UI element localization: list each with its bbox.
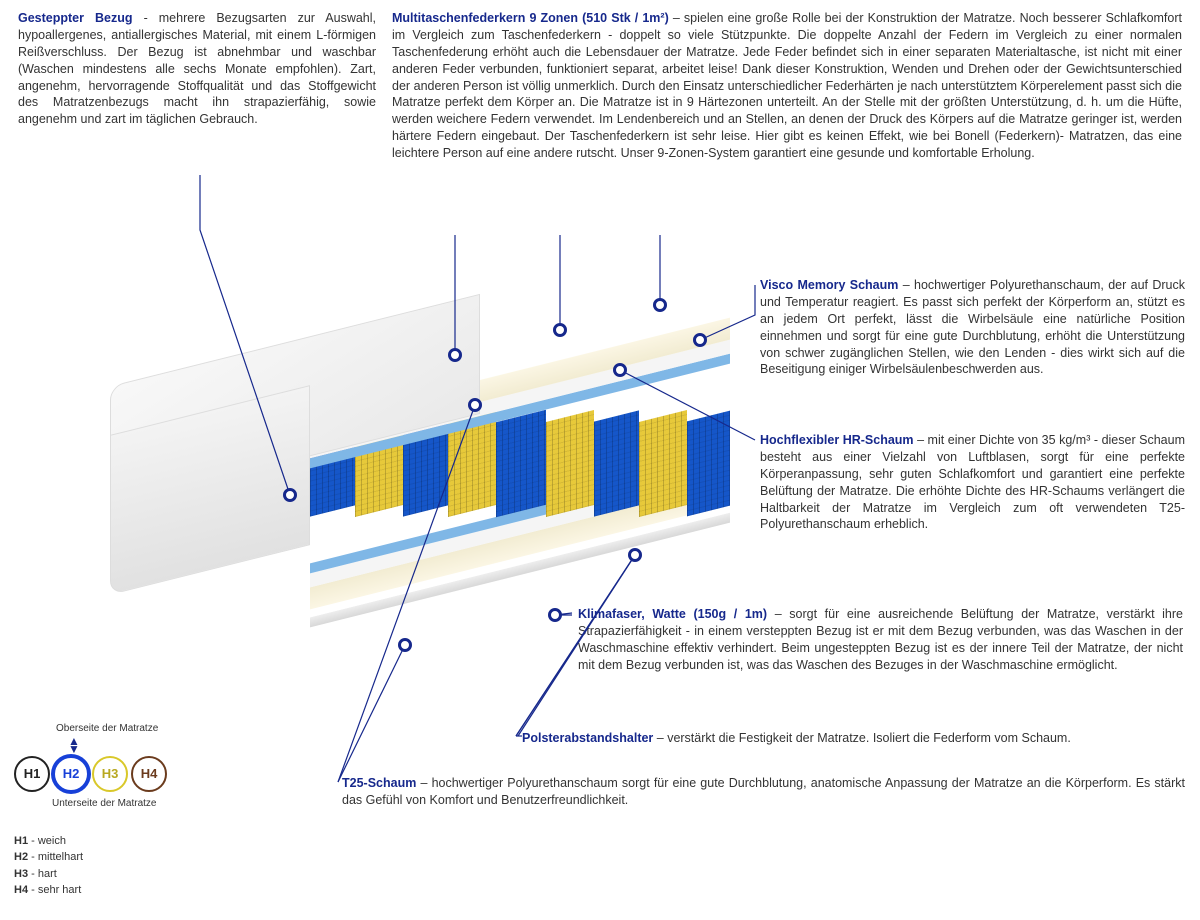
visco-title: Visco Memory Schaum (760, 278, 898, 292)
block-multitaschen: Multitaschenfederkern 9 Zonen (510 Stk /… (392, 10, 1182, 162)
block-visco: Visco Memory Schaum – hochwertiger Polyu… (760, 277, 1185, 378)
spring-zone-8 (687, 411, 730, 517)
multi-marker-2 (553, 323, 567, 337)
multi-marker-1 (448, 348, 462, 362)
hardness-H2: H2 (53, 756, 89, 792)
hardness-legend: Oberseite der Matratze ▲▼ H1H2H3H4 Unter… (14, 720, 167, 899)
spring-zone-6 (594, 410, 639, 516)
t25-text: – hochwertiger Polyurethanschaum sorgt f… (342, 776, 1185, 807)
bezug-marker (283, 488, 297, 502)
block-bezug: Gesteppter Bezug - mehrere Bezugsarten z… (18, 10, 376, 128)
polster-title: Polsterabstandshalter (522, 731, 653, 745)
legend-row-H4: H4 - sehr hart (14, 882, 167, 899)
legend-top-label: Oberseite der Matratze (56, 723, 167, 734)
polster-text: – verstärkt die Festigkeit der Matratze.… (653, 731, 1071, 745)
spring-zone-7 (639, 410, 687, 517)
visco-text: – hochwertiger Polyurethanschaum, der au… (760, 278, 1185, 376)
hardness-H4: H4 (131, 756, 167, 792)
bezug-title: Gesteppter Bezug (18, 11, 133, 25)
hardness-H1: H1 (14, 756, 50, 792)
mattress-illustration (110, 300, 740, 670)
visco-marker (693, 333, 707, 347)
legend-list: H1 - weichH2 - mittelhartH3 - hartH4 - s… (14, 833, 167, 899)
t25-title: T25-Schaum (342, 776, 416, 790)
legend-row-H2: H2 - mittelhart (14, 849, 167, 866)
multi-title: Multitaschenfederkern 9 Zonen (510 Stk /… (392, 11, 669, 25)
legend-row-H3: H3 - hart (14, 866, 167, 883)
multi-marker-3 (653, 298, 667, 312)
legend-arrow-up: ▲▼ (68, 737, 80, 754)
legend-row-H1: H1 - weich (14, 833, 167, 850)
hr-marker (613, 363, 627, 377)
polster-marker (628, 548, 642, 562)
bezug-text: - mehrere Bezugsarten zur Auswahl, hypoa… (18, 11, 376, 126)
t25-marker-1 (398, 638, 412, 652)
block-hr: Hochflexibler HR-Schaum – mit einer Dich… (760, 432, 1185, 533)
multi-text: – spielen eine große Rolle bei der Konst… (392, 11, 1182, 160)
hr-text: – mit einer Dichte von 35 kg/m³ - dieser… (760, 433, 1185, 531)
legend-bottom-label: Unterseite der Matratze (52, 798, 167, 809)
t25-marker-2 (468, 398, 482, 412)
klima-marker (548, 608, 562, 622)
hr-title: Hochflexibler HR-Schaum (760, 433, 914, 447)
spring-zone-4 (496, 410, 546, 517)
block-polster: Polsterabstandshalter – verstärkt die Fe… (522, 730, 1187, 747)
hardness-H3: H3 (92, 756, 128, 792)
block-t25: T25-Schaum – hochwertiger Polyurethansch… (342, 775, 1185, 809)
spring-zone-5 (546, 410, 594, 517)
legend-circles: H1H2H3H4 (14, 756, 167, 792)
